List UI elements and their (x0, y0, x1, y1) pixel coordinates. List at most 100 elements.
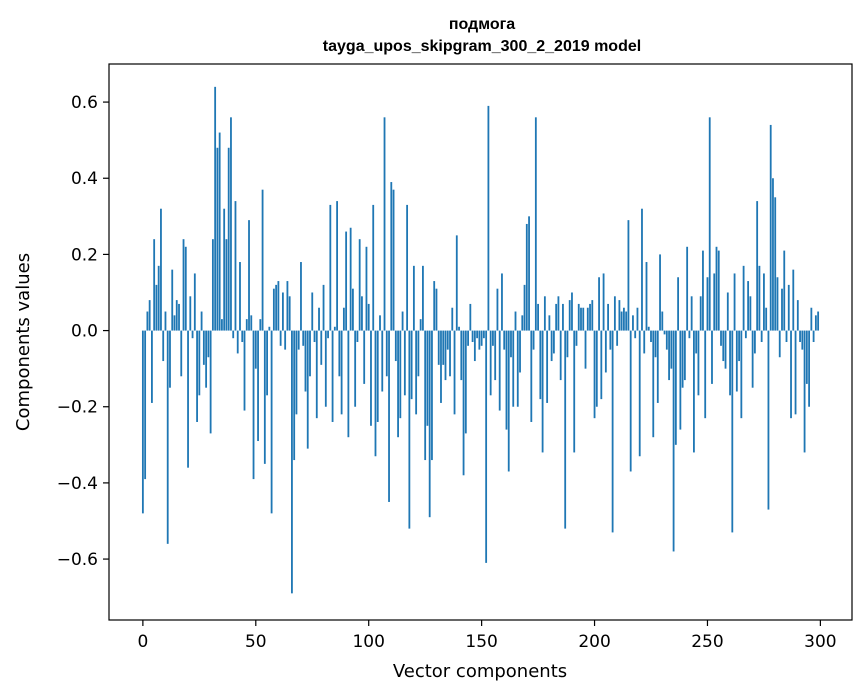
bar-195 (582, 307, 585, 331)
x-axis-ticks: 0 50 100 150 200 250 300 (137, 620, 837, 652)
bar-39 (230, 117, 232, 331)
bar-283 (781, 288, 783, 331)
bar-24 (196, 330, 198, 422)
bar-126 (426, 330, 429, 426)
bar-85 (333, 326, 336, 331)
bar-271 (753, 330, 756, 354)
bar-123 (419, 319, 422, 331)
bar-289 (794, 330, 797, 415)
bar-90 (345, 231, 348, 331)
y-tick-label: −0.6 (57, 550, 98, 570)
x-tick-label: 150 (465, 632, 497, 652)
bar-22 (191, 330, 194, 339)
bar-215 (627, 220, 630, 331)
bar-193 (577, 303, 580, 331)
bar-251 (708, 117, 711, 331)
bar-216 (629, 330, 632, 472)
bar-129 (433, 281, 436, 331)
bar-209 (613, 296, 616, 331)
bar-243 (690, 296, 693, 331)
bar-162 (507, 330, 510, 472)
bar-161 (505, 330, 508, 430)
bar-200 (593, 330, 596, 419)
bar-51 (257, 330, 259, 442)
bar-10 (164, 311, 167, 331)
bar-278 (769, 124, 772, 331)
bar-163 (510, 330, 512, 358)
bar-277 (767, 330, 770, 510)
bar-253 (713, 273, 716, 331)
bar-97 (361, 296, 363, 331)
bar-171 (528, 216, 530, 331)
bar-67 (293, 330, 296, 461)
bar-225 (650, 330, 652, 342)
bar-196 (584, 330, 587, 369)
bar-125 (424, 330, 427, 461)
bar-57 (270, 330, 273, 514)
bar-270 (751, 330, 754, 388)
bar-68 (295, 330, 298, 415)
bar-297 (812, 330, 815, 342)
bar-156 (494, 330, 497, 381)
bar-259 (726, 292, 729, 331)
x-tick-label: 250 (691, 632, 723, 652)
bar-144 (467, 330, 469, 346)
bar-80 (322, 284, 325, 331)
bar-98 (363, 330, 366, 384)
bar-254 (715, 246, 718, 331)
bar-192 (575, 330, 578, 346)
bar-46 (245, 319, 248, 331)
bar-142 (462, 330, 465, 476)
bar-11 (166, 330, 169, 544)
bar-88 (340, 330, 343, 415)
bar-series (141, 86, 820, 594)
bar-26 (200, 311, 203, 331)
bar-28 (205, 330, 208, 388)
y-axis-ticks: −0.6 −0.4 −0.2 0.0 0.2 0.4 0.6 (57, 93, 109, 570)
bar-168 (521, 315, 524, 331)
bar-261 (731, 330, 734, 533)
bar-258 (724, 330, 727, 369)
bar-280 (774, 197, 777, 331)
bar-177 (541, 330, 544, 453)
bar-298 (814, 315, 817, 331)
bar-83 (329, 204, 332, 331)
bar-34 (218, 132, 221, 331)
bar-256 (720, 330, 722, 346)
bar-235 (672, 330, 675, 552)
bar-63 (284, 330, 287, 350)
bar-293 (803, 330, 806, 453)
bar-145 (469, 303, 472, 331)
bar-203 (600, 330, 603, 400)
bar-103 (374, 330, 377, 457)
bar-184 (557, 296, 560, 331)
bar-191 (573, 330, 576, 453)
y-tick-label: 0.2 (71, 245, 98, 265)
bar-153 (487, 105, 490, 331)
bar-272 (756, 201, 759, 331)
y-tick-label: −0.4 (57, 474, 98, 494)
bar-8 (160, 208, 162, 331)
bar-134 (444, 330, 447, 381)
bar-81 (324, 330, 327, 407)
bar-157 (496, 288, 499, 331)
bar-265 (740, 330, 743, 419)
bar-42 (236, 330, 239, 354)
bar-227 (654, 330, 657, 358)
bar-89 (342, 307, 345, 331)
bar-36 (223, 208, 226, 331)
x-tick-label: 50 (245, 632, 267, 652)
bar-236 (674, 330, 677, 445)
bar-299 (817, 311, 820, 331)
bar-32 (214, 86, 217, 331)
bar-290 (796, 300, 799, 331)
bar-73 (306, 330, 309, 449)
bar-29 (207, 330, 210, 358)
bar-58 (272, 288, 275, 331)
bar-264 (738, 330, 740, 362)
bar-74 (309, 330, 311, 377)
bar-228 (656, 330, 659, 403)
bar-220 (638, 330, 641, 457)
bar-92 (349, 227, 352, 331)
bar-182 (552, 330, 555, 354)
